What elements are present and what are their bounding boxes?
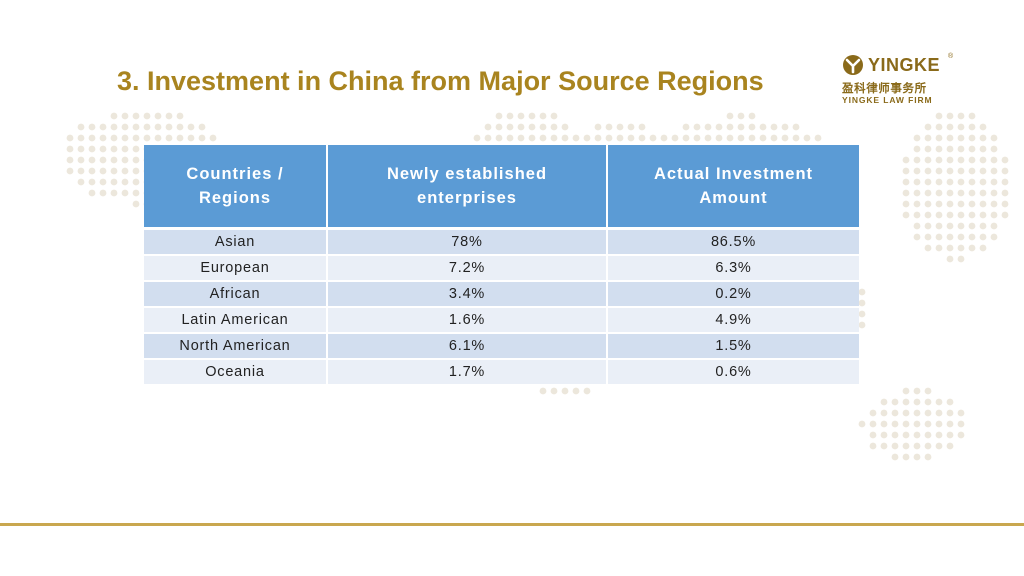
- cell-new-enterprises: 3.4%: [327, 281, 608, 308]
- cell-region: Latin American: [144, 307, 328, 334]
- logo-registered-mark: ®: [948, 53, 954, 60]
- cell-region: European: [144, 255, 328, 282]
- header-actual-investment-amount: Actual Investment Amount: [607, 145, 859, 230]
- cell-investment-amount: 1.5%: [607, 333, 859, 360]
- yingke-logo: YINGKE ® 盈科律师事务所 YINGKE LAW FIRM: [842, 53, 954, 106]
- cell-new-enterprises: 1.7%: [327, 359, 608, 386]
- logo-brand-name: YINGKE: [868, 55, 941, 75]
- cell-investment-amount: 0.2%: [607, 281, 859, 308]
- footer-gold-rule: [0, 523, 1024, 526]
- table-row: Oceania 1.7% 0.6%: [144, 359, 859, 386]
- cell-new-enterprises: 1.6%: [327, 307, 608, 334]
- cell-new-enterprises: 78%: [327, 228, 608, 256]
- cell-investment-amount: 4.9%: [607, 307, 859, 334]
- logo-chinese-name: 盈科律师事务所: [842, 83, 927, 95]
- cell-new-enterprises: 7.2%: [327, 255, 608, 282]
- slide-title: 3. Investment in China from Major Source…: [117, 66, 764, 96]
- header-newly-established-enterprises: Newly established enterprises: [327, 145, 608, 230]
- cell-investment-amount: 6.3%: [607, 255, 859, 282]
- cell-region: African: [144, 281, 328, 308]
- table-row: Latin American 1.6% 4.9%: [144, 307, 859, 334]
- header-countries-regions: Countries / Regions: [144, 145, 328, 230]
- cell-region: Oceania: [144, 359, 328, 386]
- cell-region: Asian: [144, 228, 328, 256]
- table-row: European 7.2% 6.3%: [144, 255, 859, 282]
- table-row: African 3.4% 0.2%: [144, 281, 859, 308]
- investment-table: Countries / Regions Newly established en…: [144, 145, 859, 386]
- table-header-row: Countries / Regions Newly established en…: [144, 145, 859, 230]
- logo-english-name: YINGKE LAW FIRM: [842, 95, 933, 105]
- yingke-logo-icon: [843, 55, 863, 75]
- table-row: Asian 78% 86.5%: [144, 228, 859, 256]
- cell-region: North American: [144, 333, 328, 360]
- cell-new-enterprises: 6.1%: [327, 333, 608, 360]
- cell-investment-amount: 0.6%: [607, 359, 859, 386]
- table-row: North American 6.1% 1.5%: [144, 333, 859, 360]
- cell-investment-amount: 86.5%: [607, 228, 859, 256]
